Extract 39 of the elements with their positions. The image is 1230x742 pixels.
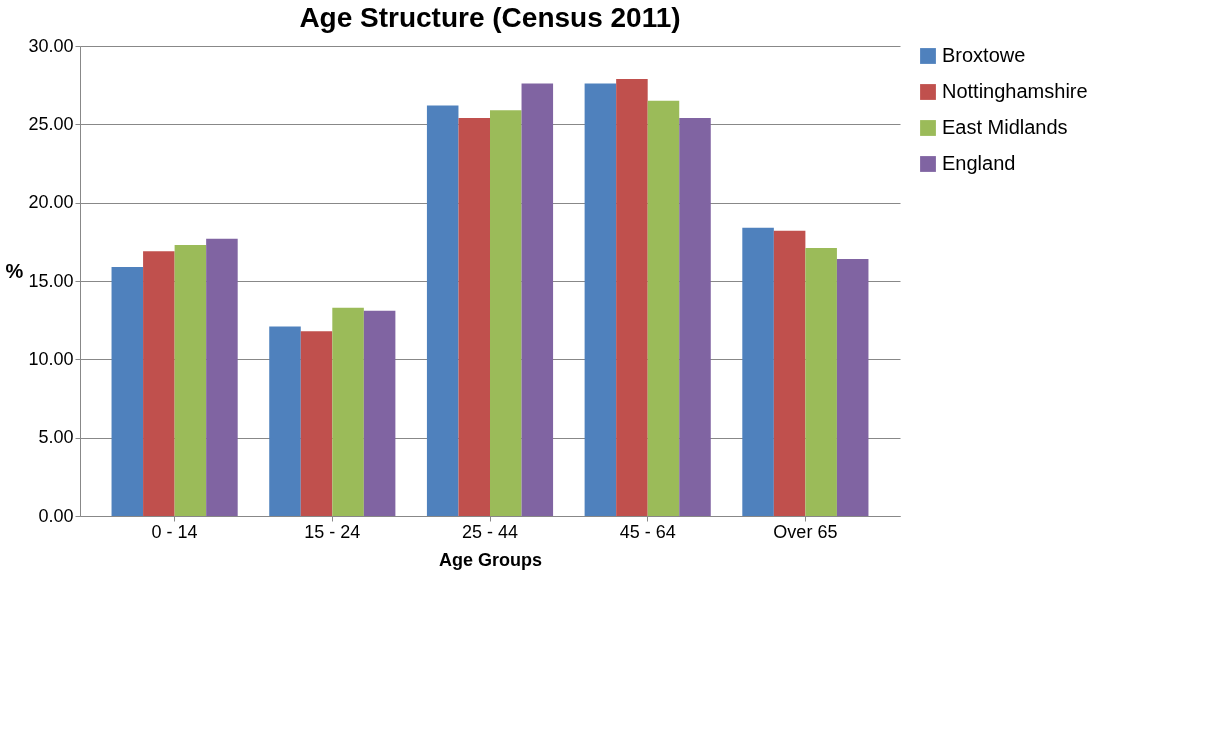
bar <box>647 100 680 516</box>
chart-title: Age Structure (Census 2011) <box>299 2 681 33</box>
bar <box>679 118 711 516</box>
legend-label: Nottinghamshire <box>942 80 1088 102</box>
bar <box>584 83 617 516</box>
bar <box>363 310 396 516</box>
bar <box>206 238 238 516</box>
bar <box>332 307 364 516</box>
bar <box>174 244 207 516</box>
y-tick-label: 30.00 <box>28 35 74 56</box>
bar <box>269 326 301 516</box>
bar <box>426 105 459 516</box>
x-tick-label: 25 - 44 <box>461 521 519 542</box>
y-tick-label: 25.00 <box>28 113 74 134</box>
y-tick-label: 20.00 <box>28 192 74 213</box>
x-tick-label: 15 - 24 <box>304 521 361 542</box>
bar <box>111 266 144 516</box>
x-tick-label: 45 - 64 <box>619 521 676 542</box>
y-tick-label: 10.00 <box>28 348 74 369</box>
bar <box>490 110 522 516</box>
x-axis-title: Age Groups <box>438 549 543 570</box>
x-tick-label: 0 - 14 <box>151 521 198 542</box>
x-tick-label: Over 65 <box>773 521 838 542</box>
bar <box>805 248 837 516</box>
bar <box>836 259 869 516</box>
y-tick-label: 0.00 <box>38 505 74 526</box>
bar <box>773 230 806 516</box>
legend-label: England <box>942 152 1016 174</box>
legend-label: East Midlands <box>942 116 1068 138</box>
bar <box>742 227 774 516</box>
y-tick-label: 15.00 <box>28 270 74 291</box>
y-axis-title: % <box>5 259 24 282</box>
bar <box>300 331 333 516</box>
bar <box>458 118 490 516</box>
legend-label: Broxtowe <box>942 44 1026 66</box>
bar <box>521 83 554 516</box>
bar <box>143 251 175 516</box>
bar <box>616 78 648 516</box>
y-tick-label: 5.00 <box>38 427 74 448</box>
